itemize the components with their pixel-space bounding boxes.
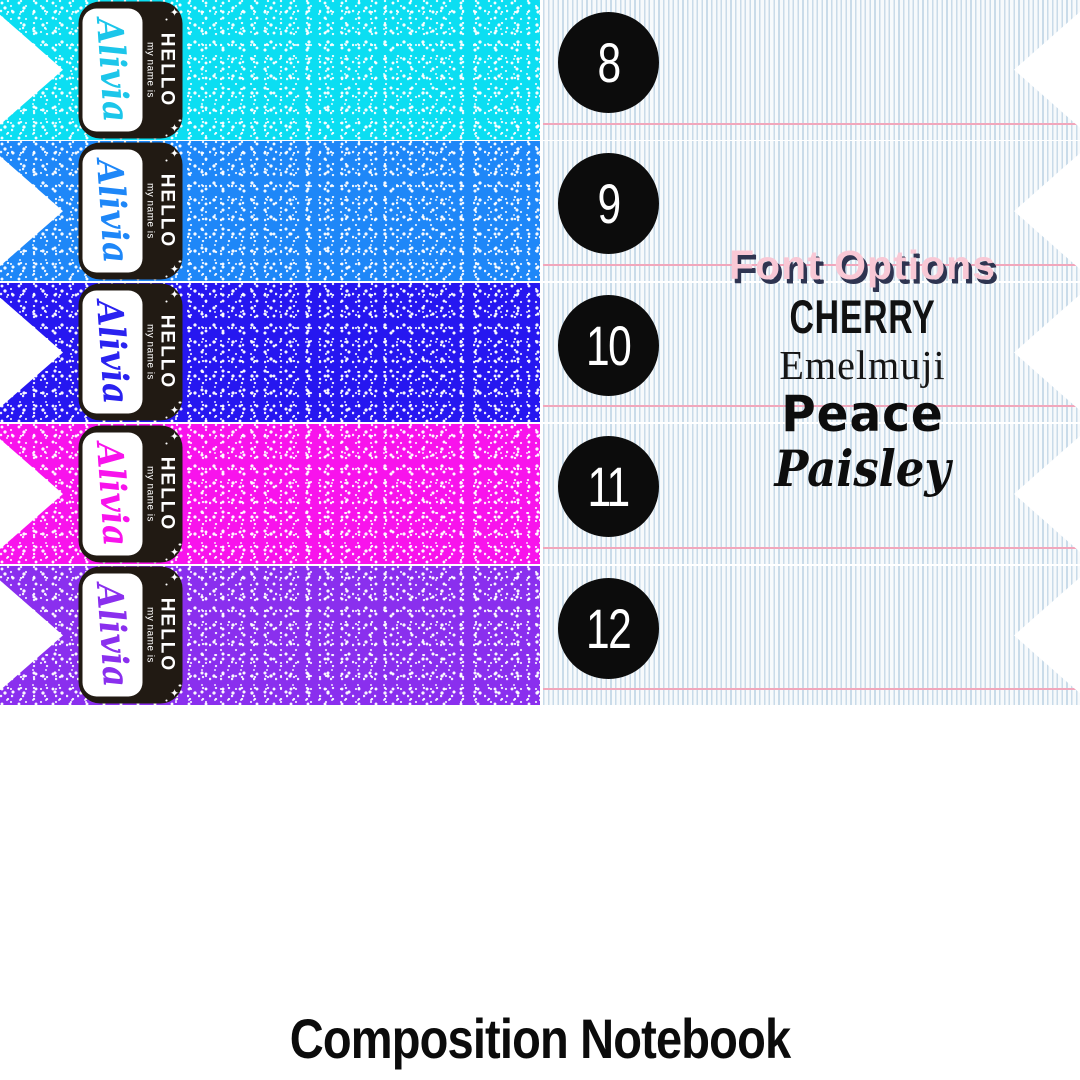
notebook-strip: ✦ ✦ HELLO my name is Alivia [0,424,540,564]
font-options-title: Font Options [728,242,997,288]
strip-number: 12 [586,596,632,660]
notebook-strip: ✦ ✦ HELLO my name is Alivia [0,141,540,281]
name-tag-name: Alivia [87,440,137,548]
kindergarten-paper-strip: 11 [543,424,1080,564]
name-tag-name-box: Alivia [82,573,142,697]
ruled-line [543,263,1080,266]
name-tag-name-box: Alivia [82,8,142,131]
sparkle-icon: ✦ [167,289,179,300]
kindergarten-paper-strip: 10 [543,282,1080,423]
name-tag-name: Alivia [87,298,137,406]
name-tag-name-box: Alivia [82,149,142,273]
name-tag: ✦ ✦ HELLO my name is Alivia [78,283,182,421]
sparkle-icon: ✦ [167,264,179,274]
flag-notch-left-icon [0,297,63,408]
sparkle-icon: ✦ [167,405,179,415]
font-sample-cherry: CHERRY [789,290,936,343]
ruled-line [543,405,1080,408]
notebook-strip: ✦ ✦ HELLO my name is Alivia [0,565,540,706]
name-tag-name: Alivia [87,581,137,689]
name-tag-name-box: Alivia [82,290,142,414]
sparkle-icon: ✦ [167,148,179,158]
sparkle-icon: ✦ [167,572,179,582]
name-tag-badge: ✦ ✦ HELLO my name is Alivia [78,425,182,563]
sparkle-icon: ✦ [167,688,179,698]
font-sample-paisley: Paisley [774,439,951,498]
flag-notch-left-icon [0,14,63,125]
size-number-badge: 10 [558,294,659,396]
size-number-badge: 8 [558,12,659,113]
name-tag-hello: HELLO [156,32,177,107]
name-tag-name-box: Alivia [82,432,142,556]
sparkle-icon: ✦ [167,431,179,441]
strip-number: 11 [587,455,631,519]
name-tag: ✦ ✦ HELLO my name is Alivia [78,1,182,138]
strip-number: 8 [597,31,621,94]
font-sample-peace: Peace [781,385,944,443]
kindergarten-paper-strip: 12 [543,565,1080,706]
font-sample-emelmuji: Emelmuji [779,342,946,388]
sparkle-icon: ✦ [167,122,179,132]
strip-number: 10 [586,313,632,377]
name-tag-hello: HELLO [156,173,177,249]
name-tag-badge: ✦ ✦ HELLO my name is Alivia [78,283,182,421]
name-tag-badge: ✦ ✦ HELLO my name is Alivia [78,142,182,280]
flag-notch-left-icon [0,580,63,691]
name-tag-subtitle: my name is [144,465,155,522]
flag-notch-left-icon [0,438,63,549]
name-tag-hello: HELLO [156,315,177,390]
name-tag-name: Alivia [87,16,137,123]
name-tag-subtitle: my name is [144,41,155,98]
size-number-badge: 12 [558,577,659,679]
name-tag: ✦ ✦ HELLO my name is Alivia [78,425,182,563]
ruled-line [543,122,1080,125]
flag-notch-left-icon [0,156,63,267]
name-tag-name: Alivia [87,157,137,265]
sparkle-icon: ✦ [167,546,179,557]
product-title: Composition Notebook KindergartnerPaper [289,1007,791,1080]
kindergarten-paper-strip: 8 [543,0,1080,140]
name-tag-subtitle: my name is [144,607,155,664]
ruled-line [543,546,1080,549]
strip-number: 9 [597,172,621,236]
kindergarten-paper-strip: 9 [543,141,1080,281]
name-tag-subtitle: my name is [144,324,155,381]
size-number-badge: 9 [558,153,659,255]
flag-notch-right-icon [1014,11,1080,128]
name-tag: ✦ ✦ HELLO my name is Alivia [78,566,182,704]
notebook-strip: ✦ ✦ HELLO my name is Alivia [0,282,540,423]
notebook-strip: ✦ ✦ HELLO my name is Alivia [0,0,540,140]
name-tag-badge: ✦ ✦ HELLO my name is Alivia [78,1,182,138]
flag-notch-right-icon [1014,577,1080,694]
name-tag-badge: ✦ ✦ HELLO my name is Alivia [78,566,182,704]
size-number-badge: 11 [558,436,659,538]
name-tag-hello: HELLO [156,456,177,531]
sparkle-icon: ✦ [167,7,179,17]
name-tag-hello: HELLO [156,597,177,673]
font-options-panel: Font Options CHERRY Emelmuji Peace Paisl… [690,238,1035,498]
name-tag-subtitle: my name is [144,182,155,239]
name-tag: ✦ ✦ HELLO my name is Alivia [78,142,182,280]
ruled-line [543,688,1080,691]
